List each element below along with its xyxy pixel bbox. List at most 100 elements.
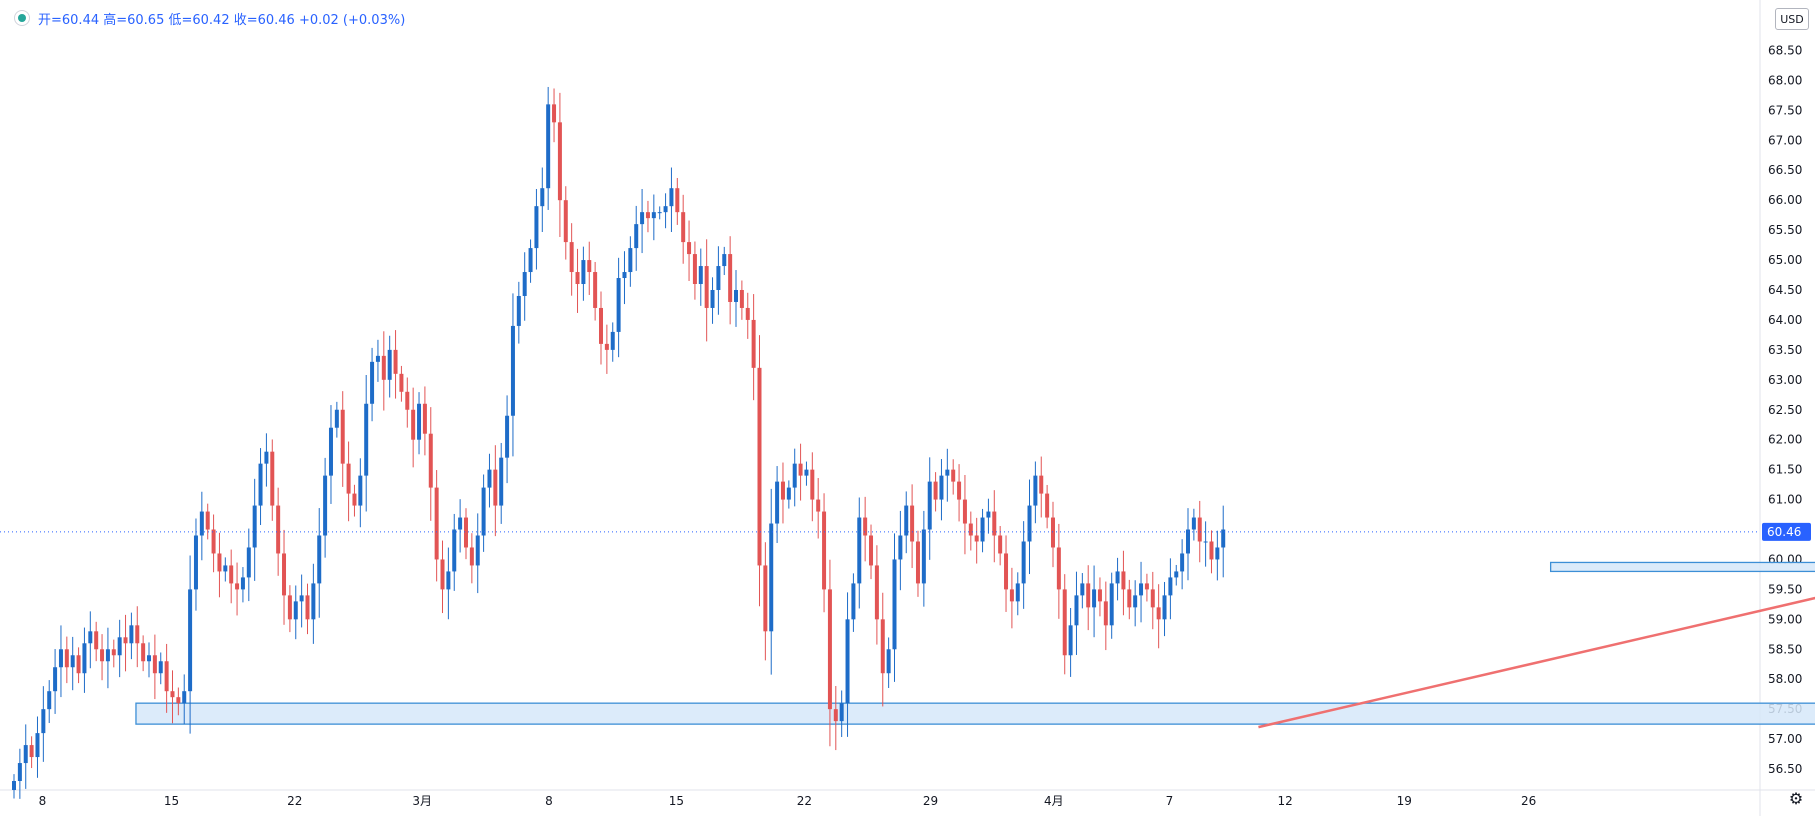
candle-body — [152, 655, 157, 674]
candle-body — [1097, 589, 1102, 602]
x-tick-label: 15 — [164, 794, 179, 808]
candle-body — [311, 583, 316, 620]
candle-body — [1180, 553, 1185, 572]
candle-body — [1115, 571, 1120, 584]
y-tick-label: 61.50 — [1768, 463, 1802, 477]
candle-body — [851, 583, 856, 620]
candle-body — [1203, 541, 1208, 543]
candle-body — [23, 745, 28, 764]
candle-body — [1215, 547, 1220, 560]
candle-body — [358, 475, 363, 506]
x-tick-label: 12 — [1277, 794, 1292, 808]
candle-body — [710, 289, 715, 308]
candle-body — [945, 469, 950, 476]
candle-body — [886, 649, 891, 674]
candle-body — [780, 481, 785, 500]
candle-body — [1033, 475, 1038, 506]
candle-body — [745, 307, 750, 320]
candle-body — [328, 427, 333, 476]
candle-body — [1127, 589, 1132, 608]
candle-body — [246, 547, 251, 578]
candle-body — [440, 559, 445, 590]
y-tick-label: 57.00 — [1768, 732, 1802, 746]
gear-icon[interactable]: ⚙ — [1788, 789, 1804, 808]
candle-body — [182, 691, 187, 704]
candle-body — [287, 595, 292, 620]
candle-body — [910, 505, 915, 542]
candle-body — [1133, 595, 1138, 608]
candle-body — [1009, 589, 1014, 602]
trendline[interactable] — [1258, 547, 1815, 729]
candle-body — [176, 697, 181, 704]
candle-body — [123, 637, 128, 644]
y-tick-label: 67.50 — [1768, 103, 1802, 117]
candle-body — [775, 481, 780, 524]
candle-body — [692, 254, 697, 285]
candle-body — [546, 104, 551, 189]
x-tick-label: 3月 — [412, 794, 432, 808]
candle-body — [734, 289, 739, 302]
candle-body — [481, 487, 486, 536]
candle-body — [387, 349, 392, 380]
candle-body — [833, 709, 838, 722]
candle-body — [1168, 577, 1173, 596]
candle-body — [1062, 589, 1067, 656]
candle-body — [270, 451, 275, 506]
y-tick-label: 59.50 — [1768, 582, 1802, 596]
candle-body — [599, 307, 603, 344]
current-price-label: 60.46 — [1767, 525, 1801, 539]
x-tick-label: 4月 — [1044, 794, 1064, 808]
candle-body — [64, 649, 69, 668]
candle-body — [1150, 589, 1155, 608]
candle-body — [1086, 583, 1091, 608]
candle-body — [282, 553, 287, 596]
ohlc-values: 开=60.44 高=60.65 低=60.42 收=60.46 +0.02 (+… — [38, 12, 406, 28]
candle-body — [980, 517, 985, 542]
candle-body — [1186, 529, 1190, 554]
candle-body — [827, 589, 832, 710]
candle-body — [593, 272, 598, 308]
candle-body — [663, 206, 668, 213]
candle-body — [587, 260, 592, 273]
x-tick-label: 26 — [1521, 794, 1536, 808]
candle-body — [575, 272, 580, 285]
candle-body — [1162, 595, 1167, 620]
candle-body — [158, 661, 163, 674]
y-tick-label: 61.00 — [1768, 493, 1802, 507]
support-zone[interactable] — [135, 702, 1815, 725]
candle-body — [417, 403, 422, 440]
candle-body — [299, 595, 304, 602]
candle-body — [235, 583, 240, 590]
candle-body — [622, 272, 627, 279]
candle-body — [904, 505, 909, 536]
candle-body — [252, 505, 257, 548]
candle-body — [229, 565, 234, 584]
candle-body — [199, 511, 204, 536]
candle-body — [751, 319, 756, 368]
currency-button[interactable]: USD — [1775, 8, 1809, 30]
y-tick-label: 63.50 — [1768, 343, 1802, 357]
y-tick-label: 59.00 — [1768, 612, 1802, 626]
candle-body — [88, 631, 93, 644]
candle-body — [1080, 583, 1085, 596]
candle-body — [446, 571, 451, 590]
resistance-zone[interactable] — [1549, 561, 1815, 573]
candle-body — [863, 517, 868, 536]
candle-body — [35, 733, 40, 758]
candle-body — [364, 403, 369, 476]
y-tick-label: 68.50 — [1768, 43, 1802, 57]
candle-body — [968, 523, 973, 536]
candle-body — [645, 212, 650, 219]
y-tick-label: 67.00 — [1768, 133, 1802, 147]
y-tick-label: 64.50 — [1768, 283, 1802, 297]
candle-body — [1197, 517, 1202, 542]
candle-body — [921, 529, 926, 584]
candle-body — [405, 391, 410, 410]
candle-body — [898, 535, 903, 560]
candle-body — [53, 667, 58, 692]
candle-body — [399, 373, 404, 392]
candle-body — [957, 481, 962, 500]
y-tick-label: 66.50 — [1768, 163, 1802, 177]
candle-body — [1092, 589, 1097, 608]
